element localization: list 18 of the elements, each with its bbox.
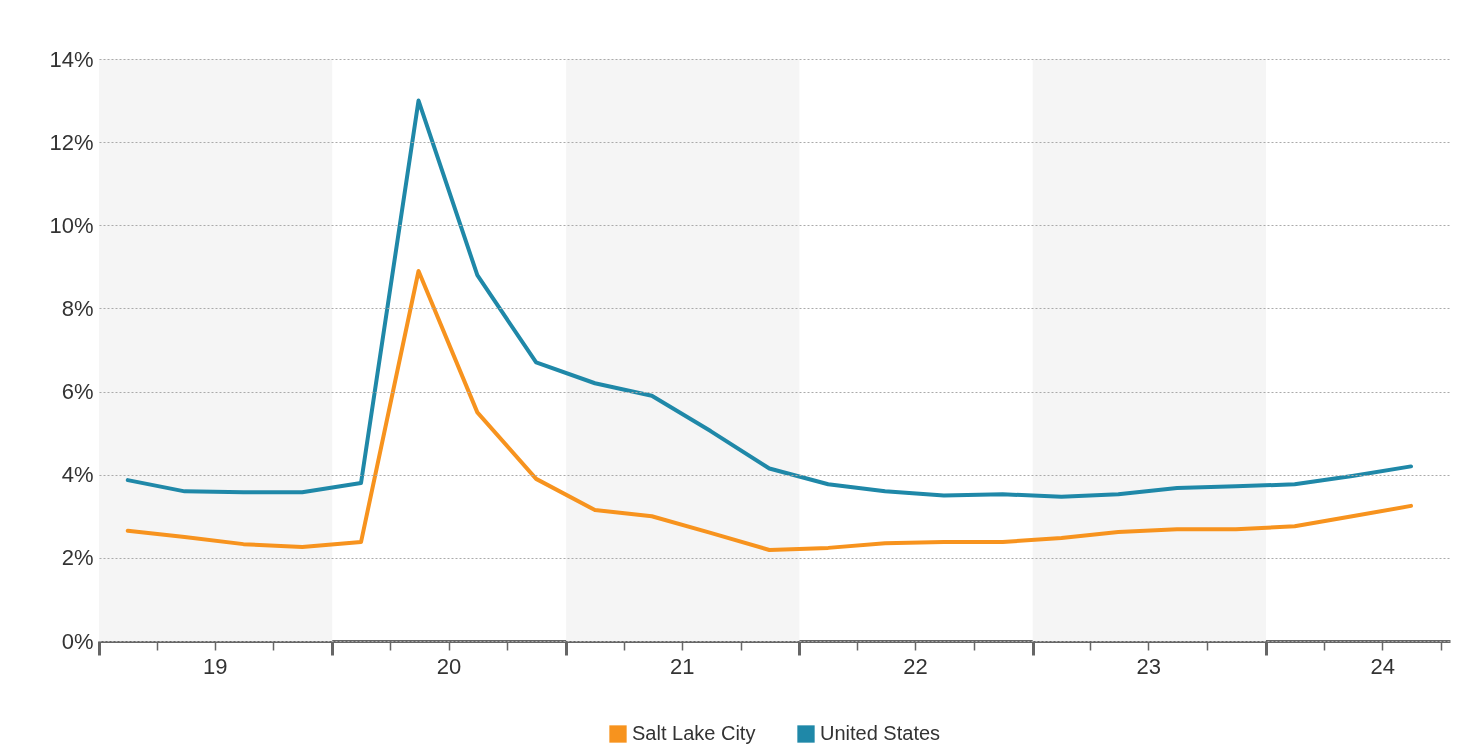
y-tick-label: 4% <box>61 462 94 488</box>
x-tick-label: 20 <box>436 653 462 679</box>
y-tick-label: 2% <box>61 545 94 571</box>
x-tick-label: 21 <box>670 653 695 679</box>
line-series <box>125 269 1414 552</box>
line-series <box>125 98 1414 499</box>
x-tick-label: 22 <box>903 653 928 679</box>
y-tick-label: 14% <box>49 46 94 72</box>
y-tick-label: 12% <box>49 129 94 155</box>
y-tick-label: 10% <box>49 212 94 238</box>
x-tick-label: 19 <box>202 653 228 679</box>
y-tick-label: 0% <box>61 628 94 654</box>
x-tick-label: 24 <box>1370 653 1395 679</box>
y-tick-label: 8% <box>61 295 94 321</box>
x-tick-label: 23 <box>1136 653 1162 679</box>
legend-label: Salt Lake City <box>632 722 756 744</box>
legend-label: United States <box>820 722 941 744</box>
y-tick-label: 6% <box>61 379 94 405</box>
